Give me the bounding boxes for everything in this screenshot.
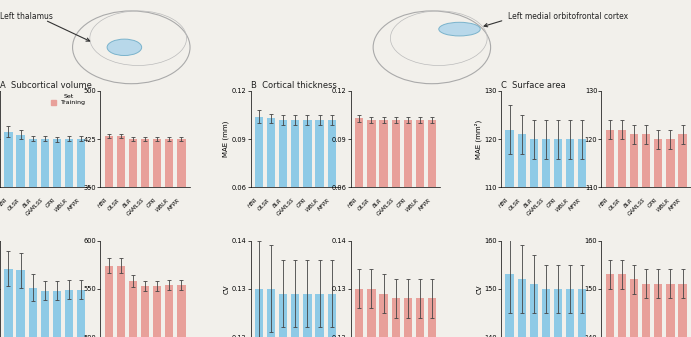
Text: A  Subcortical volume: A Subcortical volume <box>0 81 92 90</box>
Y-axis label: CV: CV <box>476 284 482 294</box>
Text: Left thalamus: Left thalamus <box>0 12 53 21</box>
Bar <box>28 139 37 337</box>
Bar <box>117 136 125 337</box>
Bar <box>279 294 287 337</box>
Bar <box>379 120 388 284</box>
Bar <box>404 120 412 284</box>
Ellipse shape <box>439 22 480 36</box>
Bar <box>291 294 299 337</box>
Bar <box>65 139 73 337</box>
Bar <box>315 294 323 337</box>
Bar <box>368 289 376 337</box>
Bar <box>17 135 25 337</box>
Bar <box>542 139 550 337</box>
Bar <box>129 139 137 337</box>
Bar <box>379 294 388 337</box>
Legend: Training: Training <box>51 94 86 105</box>
Y-axis label: MAE (mm): MAE (mm) <box>223 121 229 157</box>
Bar <box>518 134 526 337</box>
Bar <box>328 120 336 284</box>
Bar <box>606 130 614 337</box>
Bar <box>77 139 85 337</box>
Bar <box>416 120 424 284</box>
Bar <box>267 289 275 337</box>
Y-axis label: CV: CV <box>224 284 229 294</box>
Bar <box>153 286 161 337</box>
Bar <box>153 139 161 337</box>
Bar <box>666 139 674 337</box>
Bar <box>518 279 526 337</box>
Bar <box>630 134 638 337</box>
Ellipse shape <box>107 39 142 56</box>
Bar <box>291 120 299 284</box>
Bar <box>177 285 185 337</box>
Bar <box>165 139 173 337</box>
Bar <box>141 286 149 337</box>
Bar <box>606 274 614 337</box>
Bar <box>4 131 12 337</box>
Bar <box>129 281 137 337</box>
Bar <box>666 284 674 337</box>
Bar <box>41 139 49 337</box>
Bar <box>506 274 514 337</box>
Bar <box>255 117 263 284</box>
Bar <box>77 290 85 337</box>
Bar <box>117 266 125 337</box>
Bar <box>141 139 149 337</box>
Bar <box>355 118 363 284</box>
Bar <box>654 284 663 337</box>
Bar <box>679 284 687 337</box>
Bar <box>642 134 650 337</box>
Bar <box>368 120 376 284</box>
Bar <box>428 120 436 284</box>
Bar <box>17 270 25 337</box>
Bar <box>428 298 436 337</box>
Bar <box>679 134 687 337</box>
Bar <box>554 139 562 337</box>
Bar <box>303 120 312 284</box>
Bar <box>642 284 650 337</box>
Bar <box>578 289 587 337</box>
Bar <box>303 294 312 337</box>
Bar <box>267 118 275 284</box>
Bar <box>53 291 61 337</box>
Bar <box>506 130 514 337</box>
Bar <box>554 289 562 337</box>
Bar <box>355 289 363 337</box>
Text: C  Surface area: C Surface area <box>501 81 566 90</box>
Text: B  Cortical thickness: B Cortical thickness <box>251 81 337 90</box>
Bar <box>530 139 538 337</box>
Bar <box>566 289 574 337</box>
Bar <box>404 298 412 337</box>
Bar <box>542 289 550 337</box>
Bar <box>630 279 638 337</box>
Text: Left medial orbitofrontal cortex: Left medial orbitofrontal cortex <box>508 12 628 21</box>
Bar <box>104 266 113 337</box>
Bar <box>53 139 61 337</box>
Bar <box>165 285 173 337</box>
Bar <box>654 139 663 337</box>
Bar <box>4 269 12 337</box>
Bar <box>104 136 113 337</box>
Bar <box>618 130 626 337</box>
Bar <box>41 291 49 337</box>
Bar <box>177 139 185 337</box>
Bar <box>315 120 323 284</box>
Bar <box>65 290 73 337</box>
Bar <box>566 139 574 337</box>
Y-axis label: MAE (mm²): MAE (mm²) <box>475 120 482 159</box>
Bar <box>618 274 626 337</box>
Bar <box>28 288 37 337</box>
Bar <box>392 120 400 284</box>
Bar <box>328 294 336 337</box>
Bar <box>530 284 538 337</box>
Bar <box>416 298 424 337</box>
Bar <box>279 120 287 284</box>
Bar <box>578 139 587 337</box>
Bar <box>392 298 400 337</box>
Bar <box>255 289 263 337</box>
